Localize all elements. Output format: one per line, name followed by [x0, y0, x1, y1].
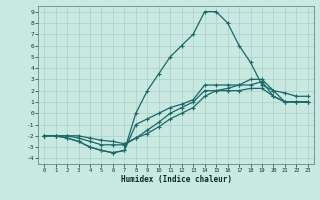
X-axis label: Humidex (Indice chaleur): Humidex (Indice chaleur) [121, 175, 231, 184]
